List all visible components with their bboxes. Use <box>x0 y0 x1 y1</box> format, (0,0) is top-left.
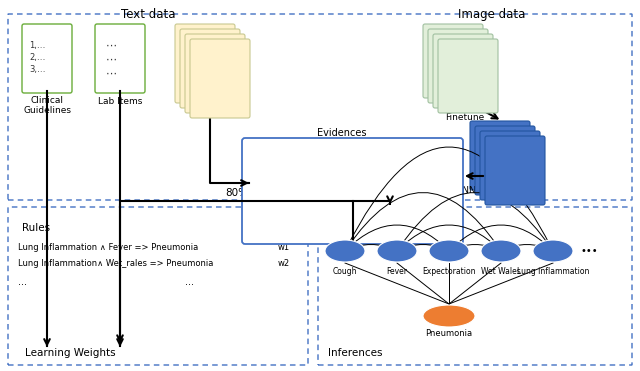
Text: 1,…: 1,… <box>29 41 45 50</box>
FancyBboxPatch shape <box>470 121 530 190</box>
Text: Rules: Rules <box>22 223 50 233</box>
Text: ...: ... <box>18 277 27 287</box>
FancyBboxPatch shape <box>428 29 488 103</box>
Text: Lung Inflammation ∧ Fever => Pneumonia: Lung Inflammation ∧ Fever => Pneumonia <box>18 243 198 252</box>
Text: •••: ••• <box>580 246 598 256</box>
FancyBboxPatch shape <box>95 24 145 93</box>
FancyBboxPatch shape <box>485 136 545 205</box>
FancyBboxPatch shape <box>242 138 463 244</box>
Text: w2: w2 <box>278 259 290 268</box>
Text: 3,…: 3,… <box>29 65 45 74</box>
Text: Wet Wales: Wet Wales <box>481 267 521 276</box>
Ellipse shape <box>423 305 475 327</box>
FancyBboxPatch shape <box>22 24 72 93</box>
Text: Text data: Text data <box>121 8 175 21</box>
FancyBboxPatch shape <box>180 29 240 108</box>
FancyBboxPatch shape <box>190 39 250 118</box>
FancyBboxPatch shape <box>423 24 483 98</box>
FancyBboxPatch shape <box>175 24 235 103</box>
Text: ...: ... <box>185 277 194 287</box>
Text: Lab Items: Lab Items <box>98 97 142 106</box>
Text: CNN: CNN <box>510 156 530 165</box>
Text: Clinical
Guidelines: Clinical Guidelines <box>23 96 71 115</box>
Ellipse shape <box>533 240 573 262</box>
Text: ...: ... <box>251 227 259 236</box>
Text: Evidences: Evidences <box>317 128 367 138</box>
Text: Expectoration (P1): Expectoration (P1) <box>251 175 329 184</box>
Text: Lung Inflammation∧ Wet_rales => Pneumonia: Lung Inflammation∧ Wet_rales => Pneumoni… <box>18 259 213 268</box>
Text: Weights: Weights <box>248 223 290 233</box>
Text: Learning Weights: Learning Weights <box>25 348 116 358</box>
Text: CNN predictions: CNN predictions <box>456 186 529 195</box>
Text: Cough: Cough <box>333 267 357 276</box>
Text: Image data: Image data <box>458 8 525 21</box>
Ellipse shape <box>481 240 521 262</box>
Text: ⋯: ⋯ <box>106 69 117 79</box>
FancyBboxPatch shape <box>480 131 540 200</box>
Text: Fever (P1): Fever (P1) <box>251 162 294 171</box>
Text: ⋯: ⋯ <box>106 55 117 65</box>
Text: CXRs: CXRs <box>465 91 488 100</box>
Ellipse shape <box>429 240 469 262</box>
FancyBboxPatch shape <box>475 126 535 195</box>
Text: Inferences: Inferences <box>328 348 383 358</box>
FancyBboxPatch shape <box>185 34 245 113</box>
Text: Pneumonia: Pneumonia <box>426 329 472 338</box>
Text: 20%: 20% <box>360 188 383 198</box>
Text: White Blood Cell High (P1): White Blood Cell High (P1) <box>251 201 362 210</box>
Text: 2,…: 2,… <box>29 53 45 62</box>
Text: Cough(P1): Cough(P1) <box>251 149 295 158</box>
Text: w1: w1 <box>278 243 290 252</box>
Ellipse shape <box>377 240 417 262</box>
Text: ⋯: ⋯ <box>106 41 117 51</box>
Text: Lung inflammation: Lung inflammation <box>517 267 589 276</box>
Text: Finetune: Finetune <box>445 113 484 122</box>
Text: Lung Inflammation (P1): Lung Inflammation (P1) <box>251 188 349 197</box>
Ellipse shape <box>325 240 365 262</box>
Text: EMRs: EMRs <box>201 97 225 106</box>
Text: Pneumonia (P1): Pneumonia (P1) <box>251 214 317 223</box>
FancyBboxPatch shape <box>433 34 493 108</box>
Text: 80%: 80% <box>225 188 248 198</box>
Text: Fever: Fever <box>387 267 408 276</box>
FancyBboxPatch shape <box>438 39 498 113</box>
Text: Expectoration: Expectoration <box>422 267 476 276</box>
